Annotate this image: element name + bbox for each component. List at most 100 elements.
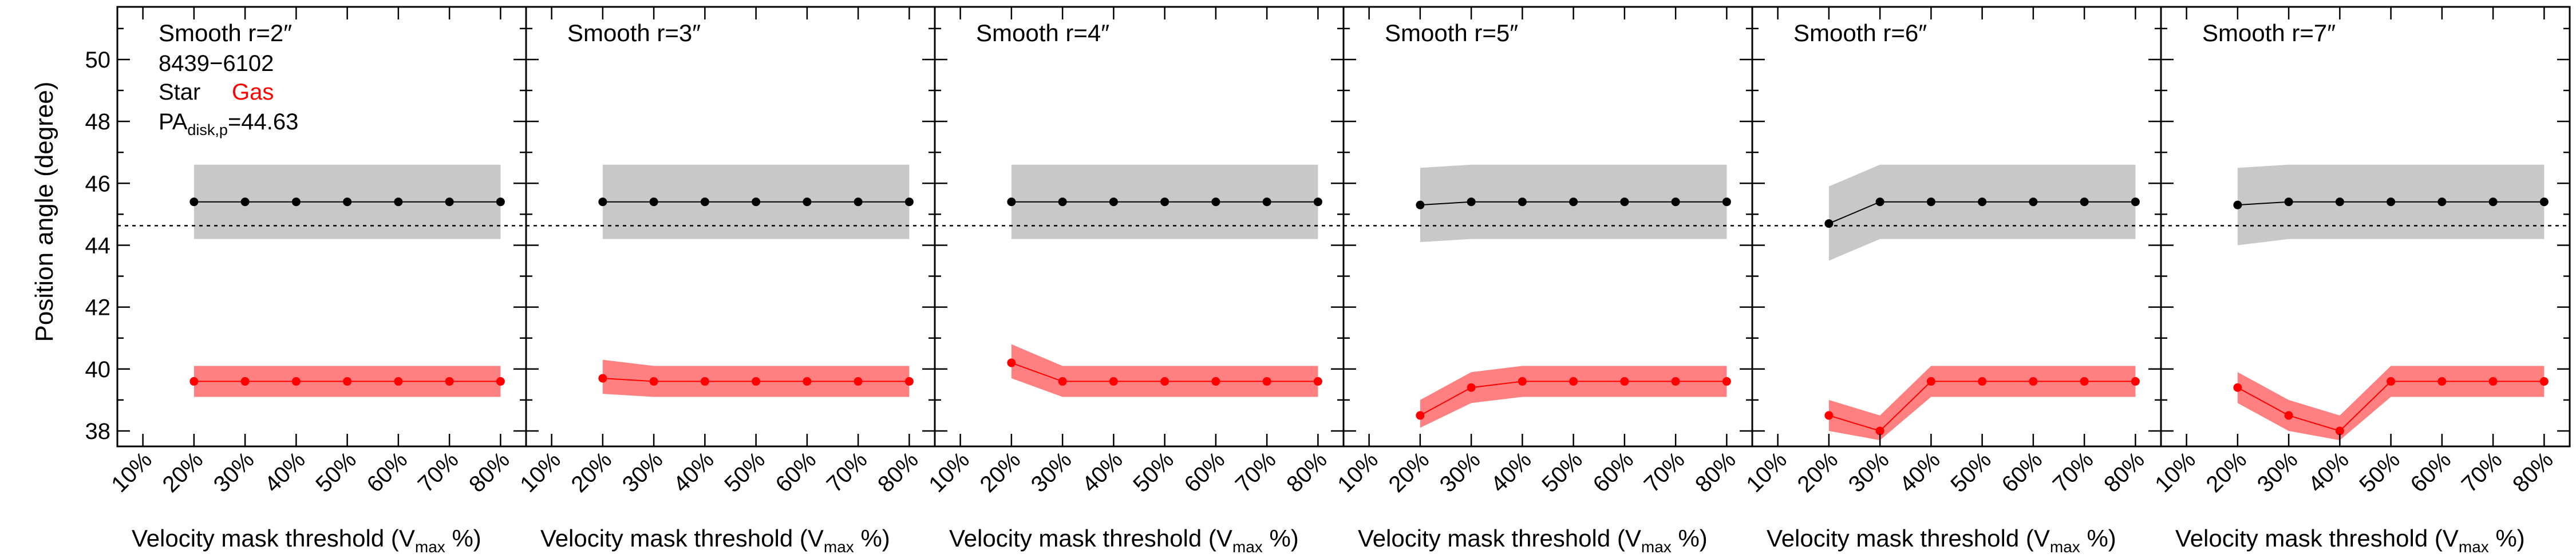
x-axis-label-subscript: max	[1232, 538, 1263, 556]
star-point	[700, 197, 709, 207]
gas-point	[1262, 377, 1271, 386]
star-point	[291, 197, 301, 207]
star-point	[1671, 197, 1680, 207]
x-axis-label-end: %)	[2489, 525, 2525, 552]
x-tick-label: 60%	[1180, 447, 1230, 497]
gas-point	[1569, 377, 1578, 386]
x-axis-label-subscript: max	[824, 538, 854, 556]
panel-title: Smooth r=2″	[159, 19, 292, 46]
gas-point	[1518, 377, 1527, 386]
x-tick-label: 40%	[1486, 447, 1536, 497]
star-point	[2387, 197, 2396, 207]
gas-point	[1313, 377, 1322, 386]
star-point	[1978, 197, 1987, 207]
x-axis-label-main: Velocity mask threshold (V	[1767, 525, 2050, 552]
gas-point	[445, 377, 454, 386]
star-point	[752, 197, 761, 207]
x-tick-label: 20%	[975, 447, 1026, 497]
x-tick-label: 30%	[1435, 447, 1485, 497]
gas-point	[2233, 383, 2242, 392]
panel-title: Smooth r=6″	[1793, 19, 1927, 46]
star-point	[2131, 197, 2140, 207]
star-point	[1058, 197, 1067, 207]
x-axis-label-end: %)	[1672, 525, 1708, 552]
star-point	[2335, 197, 2344, 207]
gas-point	[904, 377, 914, 386]
panel-frame	[2160, 6, 2571, 448]
gas-point	[2131, 377, 2140, 386]
star-point	[1211, 197, 1220, 207]
x-tick-label: 30%	[1026, 447, 1077, 497]
object-id-label: 8439−6102	[159, 51, 274, 76]
pa-label-value: =44.63	[228, 109, 298, 134]
star-point	[1109, 197, 1118, 207]
gas-point	[1671, 377, 1680, 386]
x-tick-label: 20%	[2202, 447, 2252, 497]
x-tick-label: 10%	[106, 447, 157, 497]
gas-point	[1467, 383, 1476, 392]
legend-gas-label: Gas	[232, 80, 274, 105]
x-tick-label: 80%	[1282, 447, 1332, 497]
gas-point	[2335, 426, 2344, 436]
star-point	[2080, 197, 2089, 207]
gas-point	[291, 377, 301, 386]
star-point	[2029, 197, 2038, 207]
x-tick-label: 80%	[2508, 447, 2558, 497]
star-point	[1160, 197, 1170, 207]
x-tick-label: 70%	[2048, 447, 2099, 497]
gas-point	[2080, 377, 2089, 386]
x-tick-label: 80%	[873, 447, 923, 497]
x-tick-label: 20%	[1793, 447, 1843, 497]
x-tick-label: 50%	[1128, 447, 1179, 497]
star-point	[1926, 197, 1935, 207]
star-point	[649, 197, 658, 207]
gas-point	[1978, 377, 1987, 386]
y-tick-label: 44	[85, 233, 111, 258]
star-point	[803, 197, 812, 207]
star-point	[1875, 197, 1884, 207]
x-axis-label-end: %)	[854, 525, 890, 552]
panel-title: Smooth r=3″	[567, 19, 701, 46]
x-tick-label: 80%	[464, 447, 515, 497]
x-axis-label-subscript: max	[2050, 538, 2080, 556]
gas-point	[803, 377, 812, 386]
star-point	[2233, 200, 2242, 209]
star-point	[1416, 200, 1425, 209]
panel-6: 10% 20% 30% 40% 50% 60% 70% 80% Velocity mask th…	[2150, 6, 2571, 556]
panel-4: 10% 20% 30% 40% 50% 60% 70% 80% Velocity mask th…	[1333, 6, 1753, 556]
star-point	[2539, 197, 2549, 207]
x-axis-label-end: %)	[2080, 525, 2116, 552]
x-tick-label: 30%	[2253, 447, 2303, 497]
x-tick-label: 50%	[720, 447, 770, 497]
x-tick-label: 30%	[1844, 447, 1894, 497]
y-tick-label: 46	[85, 171, 111, 196]
gas-point	[343, 377, 352, 386]
star-point	[1518, 197, 1527, 207]
x-tick-label: 70%	[1639, 447, 1690, 497]
legend-star-label: Star	[159, 80, 200, 105]
gas-point	[1416, 411, 1425, 420]
star-point	[1313, 197, 1322, 207]
y-tick-label: 48	[85, 109, 111, 134]
star-point	[904, 197, 914, 207]
gas-point	[189, 377, 199, 386]
gas-point	[496, 377, 505, 386]
gas-error-band	[1420, 366, 1727, 428]
x-tick-label: 10%	[924, 447, 974, 497]
gas-error-band	[1011, 344, 1318, 397]
gas-point	[240, 377, 250, 386]
x-tick-label: 60%	[771, 447, 821, 497]
panel-title: Smooth r=4″	[976, 19, 1109, 46]
gas-point	[1160, 377, 1170, 386]
star-point	[1467, 197, 1476, 207]
star-point	[2488, 197, 2498, 207]
pa-label-main: PA	[159, 109, 188, 134]
x-tick-label: 50%	[2354, 447, 2405, 497]
gas-point	[394, 377, 403, 386]
x-tick-label: 40%	[669, 447, 719, 497]
panel-2: 10% 20% 30% 40% 50% 60% 70% 80% Velocity mask th…	[515, 6, 936, 556]
star-point	[2284, 197, 2293, 207]
star-point	[1569, 197, 1578, 207]
star-point	[394, 197, 403, 207]
star-point	[598, 197, 607, 207]
